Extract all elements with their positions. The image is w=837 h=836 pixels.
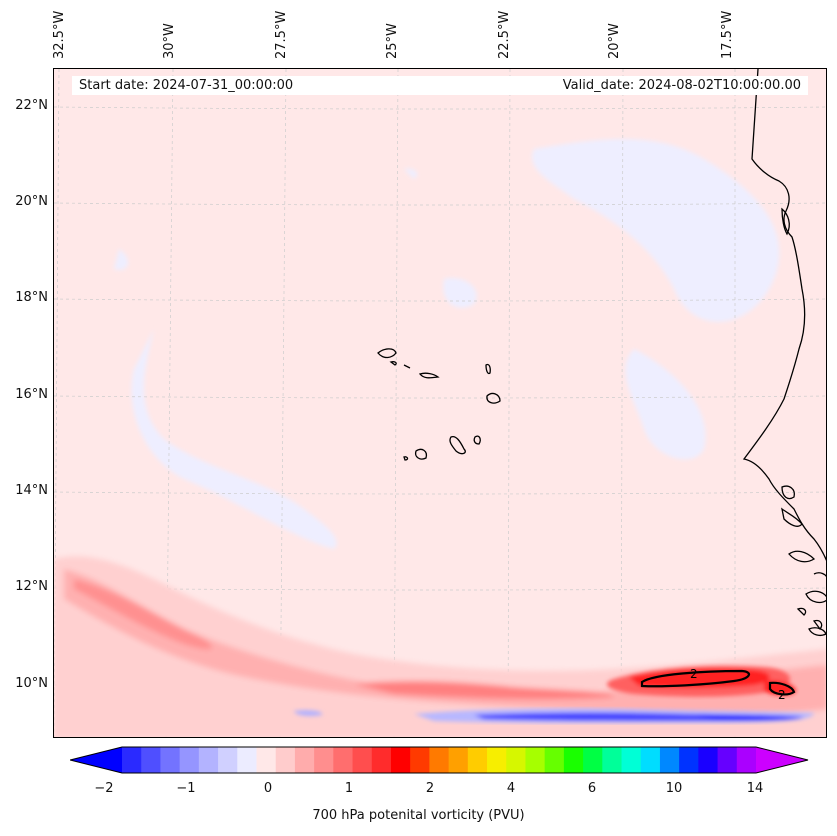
colorbar-segment [602, 747, 623, 773]
colorbar-segment [525, 747, 546, 773]
cb-tick-0: 0 [263, 781, 273, 796]
lat-label-18n: 18°N [15, 290, 48, 305]
header-box [72, 76, 808, 95]
colorbar [70, 746, 809, 774]
lon-label-30w: 30°W [162, 23, 177, 59]
colorbar-segment [621, 747, 642, 773]
contour-label-1: 2 [690, 667, 698, 681]
colorbar-segment [429, 747, 450, 773]
colorbar-segment [198, 747, 219, 773]
colorbar-segment [294, 747, 315, 773]
colorbar-segment [333, 747, 354, 773]
colorbar-extend-high [756, 747, 808, 773]
cb-tick-neg2: −2 [94, 781, 114, 796]
colorbar-segment [371, 747, 392, 773]
pv-field-map: 2 2 [54, 69, 826, 737]
colorbar-segment [544, 747, 565, 773]
negative-pv-band [294, 708, 814, 724]
colorbar-segment [736, 747, 757, 773]
cb-tick-1: 1 [344, 781, 354, 796]
lat-label-16n: 16°N [15, 387, 48, 402]
colorbar-segment [448, 747, 469, 773]
lon-label-27-5w: 27.5°W [274, 10, 289, 59]
start-date-text: Start date: 2024-07-31_00:00:00 [79, 78, 294, 93]
colorbar-segment [390, 747, 411, 773]
colorbar-segment [352, 747, 373, 773]
cb-tick-14: 14 [746, 781, 764, 796]
lon-label-20w: 20°W [607, 23, 622, 59]
lon-label-22-5w: 22.5°W [497, 10, 512, 59]
cb-tick-6: 6 [587, 781, 597, 796]
lon-label-17-5w: 17.5°W [720, 10, 735, 59]
colorbar-segment [275, 747, 296, 773]
lat-label-22n: 22°N [15, 98, 48, 113]
colorbar-segment [141, 747, 161, 773]
colorbar-segment [563, 747, 584, 773]
pv-2-contour [640, 669, 796, 696]
contour-label-2: 2 [778, 688, 786, 702]
colorbar-segment [314, 747, 334, 773]
colorbar-segment [122, 747, 142, 773]
cb-tick-neg1: −1 [176, 781, 196, 796]
cb-tick-4: 4 [506, 781, 516, 796]
colorbar-segment [640, 747, 661, 773]
colorbar-segment [467, 747, 488, 773]
cb-tick-2: 2 [425, 781, 435, 796]
colorbar-segment [698, 747, 719, 773]
colorbar-segment [717, 747, 738, 773]
colorbar-segment [583, 747, 603, 773]
valid-date-text: Valid_date: 2024-08-02T10:00:00.00 [562, 78, 801, 93]
cape-verde-islands [377, 348, 501, 461]
colorbar-segment [487, 747, 507, 773]
colorbar-segment [410, 747, 430, 773]
colorbar-label: 700 hPa potenital vorticity (PVU) [312, 808, 525, 823]
negative-pv-patches [114, 139, 780, 549]
colorbar-segment [237, 747, 257, 773]
colorbar-segment [218, 747, 238, 773]
colorbar-segment [160, 747, 181, 773]
colorbar-segment [679, 747, 699, 773]
colorbar-segment [179, 747, 200, 773]
lat-label-12n: 12°N [15, 579, 48, 594]
lat-label-20n: 20°N [15, 194, 48, 209]
colorbar-segment [659, 747, 680, 773]
map-panel: 2 2 [53, 68, 827, 738]
colorbar-outline [70, 746, 809, 774]
lat-label-14n: 14°N [15, 483, 48, 498]
lon-label-25w: 25°W [385, 23, 400, 59]
africa-coastline [742, 69, 826, 636]
colorbar-extend-low [70, 747, 122, 773]
cb-tick-10: 10 [665, 781, 683, 796]
lat-label-10n: 10°N [15, 676, 48, 691]
colorbar-segment [256, 747, 277, 773]
lon-label-32-5w: 32.5°W [52, 10, 67, 59]
colorbar-segment [506, 747, 526, 773]
